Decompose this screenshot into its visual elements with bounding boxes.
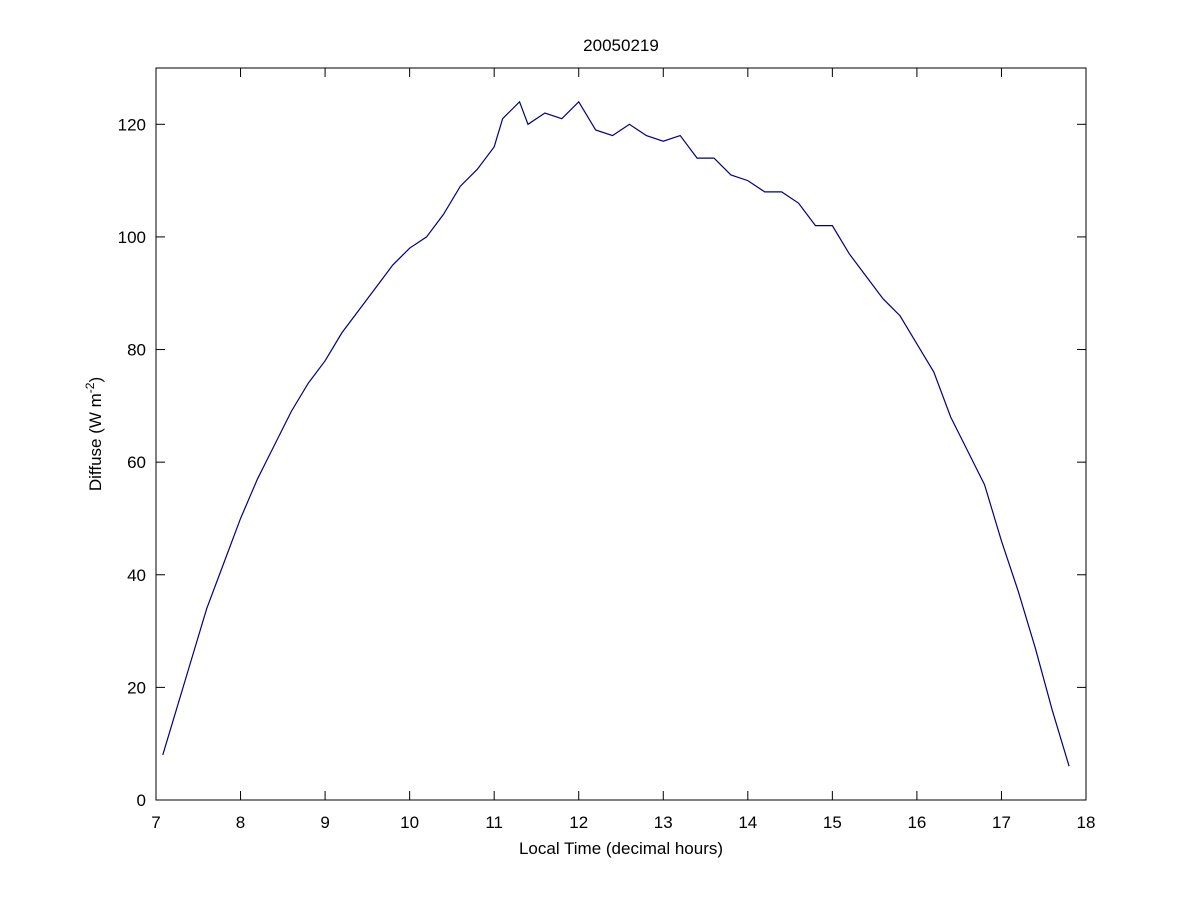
- y-label-text: Diffuse (W m: [86, 393, 105, 491]
- x-tick-label: 15: [823, 813, 842, 832]
- y-tick-label: 80: [127, 341, 146, 360]
- x-tick-label: 18: [1077, 813, 1096, 832]
- x-tick-label: 8: [236, 813, 245, 832]
- x-tick-label: 17: [992, 813, 1011, 832]
- x-tick-label: 12: [569, 813, 588, 832]
- chart-title: 20050219: [583, 36, 659, 55]
- y-tick-label: 60: [127, 453, 146, 472]
- y-axis-label: Diffuse (W m-2): [83, 377, 105, 491]
- x-tick-label: 11: [485, 813, 503, 832]
- x-tick-label: 9: [320, 813, 329, 832]
- y-label-end: ): [86, 377, 105, 383]
- x-tick-label: 7: [151, 813, 160, 832]
- y-tick-label: 0: [137, 791, 146, 810]
- plot-frame: [155, 67, 1087, 801]
- x-tick-label: 13: [654, 813, 673, 832]
- y-label-sup: -2: [83, 382, 97, 393]
- x-tick-label: 16: [907, 813, 926, 832]
- x-tick-label: 14: [738, 813, 757, 832]
- x-tick-label: 10: [400, 813, 419, 832]
- x-axis-label: Local Time (decimal hours): [519, 839, 723, 858]
- data-line: [162, 100, 1070, 767]
- y-tick-label: 100: [118, 228, 146, 247]
- y-tick-label: 40: [127, 566, 146, 585]
- y-tick-label: 120: [118, 115, 146, 134]
- y-tick-label: 20: [127, 678, 146, 697]
